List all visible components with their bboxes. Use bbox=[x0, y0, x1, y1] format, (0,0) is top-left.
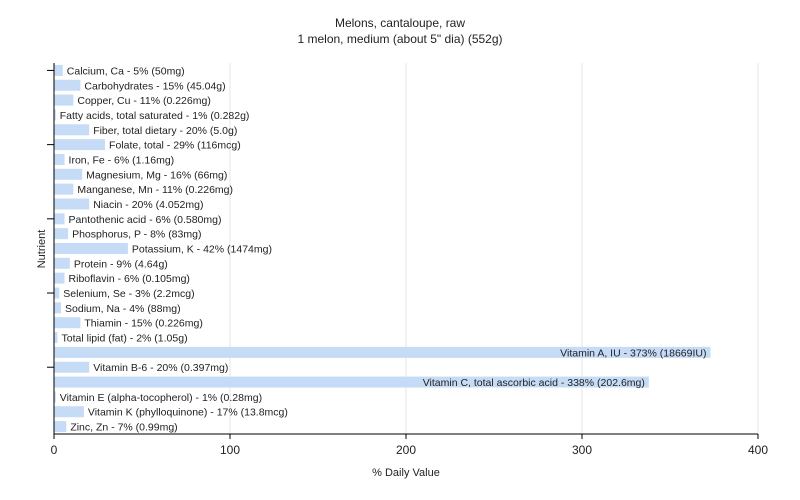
bar-label: Selenium, Se - 3% (2.2mcg) bbox=[63, 288, 194, 300]
bars-group: Calcium, Ca - 5% (50mg) Carbohydrates - 1… bbox=[54, 64, 711, 434]
bar bbox=[54, 109, 56, 121]
bar bbox=[54, 391, 56, 403]
bar bbox=[54, 183, 74, 195]
x-tick-label: 300 bbox=[572, 443, 592, 457]
bar-label: Vitamin C, total ascorbic acid - 338% (2… bbox=[423, 377, 645, 389]
bar-label: Riboflavin - 6% (0.105mg) bbox=[69, 273, 190, 285]
bar-label: Calcium, Ca - 5% (50mg) bbox=[67, 65, 185, 77]
axes-group: 0 100 200 300 400 bbox=[47, 63, 768, 457]
chart-subtitle: 1 melon, medium (about 5" dia) (552g) bbox=[297, 32, 503, 46]
bar bbox=[54, 168, 83, 180]
bar bbox=[54, 79, 81, 91]
bar-label: Vitamin K (phylloquinone) - 17% (13.8mcg… bbox=[88, 407, 288, 419]
grid-lines bbox=[229, 63, 759, 434]
bar bbox=[54, 376, 649, 388]
bar-label: Phosphorus, P - 8% (83mg) bbox=[72, 229, 201, 241]
bar-label: Iron, Fe - 6% (1.16mg) bbox=[69, 154, 175, 166]
bar bbox=[54, 139, 106, 151]
bar-label: Total lipid (fat) - 2% (1.05g) bbox=[62, 333, 188, 345]
bar-label: Vitamin A, IU - 373% (18669IU) bbox=[560, 347, 706, 359]
bar bbox=[54, 153, 65, 165]
bar-label: Thiamin - 15% (0.226mg) bbox=[84, 318, 202, 330]
bar bbox=[54, 243, 128, 254]
chart-title: Melons, cantaloupe, raw bbox=[334, 16, 466, 30]
bar bbox=[54, 406, 84, 418]
bar-label: Fiber, total dietary - 20% (5.0g) bbox=[93, 125, 237, 137]
x-tick-label: 200 bbox=[396, 443, 416, 457]
bar-label: Manganese, Mn - 11% (0.226mg) bbox=[77, 184, 233, 196]
x-tick-label: 400 bbox=[748, 443, 768, 457]
bar bbox=[54, 124, 90, 136]
bar-label: Vitamin E (alpha-tocopherol) - 1% (0.28m… bbox=[60, 392, 262, 404]
bar bbox=[54, 346, 711, 358]
bar bbox=[54, 332, 58, 344]
bar-label: Folate, total - 29% (116mcg) bbox=[109, 140, 241, 152]
bar bbox=[54, 198, 90, 210]
x-tick-label: 0 bbox=[51, 443, 58, 457]
bar-label: Magnesium, Mg - 16% (66mg) bbox=[86, 169, 227, 181]
bar-label: Niacin - 20% (4.052mg) bbox=[93, 199, 203, 211]
bar-label: Carbohydrates - 15% (45.04g) bbox=[84, 80, 225, 92]
bar bbox=[54, 94, 74, 106]
bar bbox=[54, 361, 90, 373]
bar-label: Fatty acids, total saturated - 1% (0.282… bbox=[60, 110, 250, 122]
bar bbox=[54, 317, 81, 329]
bar bbox=[54, 213, 65, 225]
bar-label: Copper, Cu - 11% (0.226mg) bbox=[77, 95, 210, 107]
bar-label: Potassium, K - 42% (1474mg) bbox=[132, 244, 272, 256]
bar bbox=[54, 257, 70, 269]
bar bbox=[54, 228, 69, 240]
bar bbox=[54, 272, 65, 284]
bar bbox=[54, 302, 62, 314]
bar-label: Sodium, Na - 4% (88mg) bbox=[65, 303, 181, 315]
y-axis-label: Nutrient bbox=[36, 230, 48, 269]
bar-label: Zinc, Zn - 7% (0.99mg) bbox=[70, 422, 177, 434]
bar-label: Vitamin B-6 - 20% (0.397mg) bbox=[93, 362, 228, 374]
bar-label: Protein - 9% (4.64g) bbox=[74, 258, 168, 270]
x-tick-label: 100 bbox=[220, 443, 240, 457]
bar-label: Pantothenic acid - 6% (0.580mg) bbox=[69, 214, 222, 226]
x-axis-label: % Daily Value bbox=[372, 467, 440, 479]
bar bbox=[54, 64, 63, 76]
bar bbox=[54, 421, 67, 433]
bar bbox=[54, 287, 60, 299]
